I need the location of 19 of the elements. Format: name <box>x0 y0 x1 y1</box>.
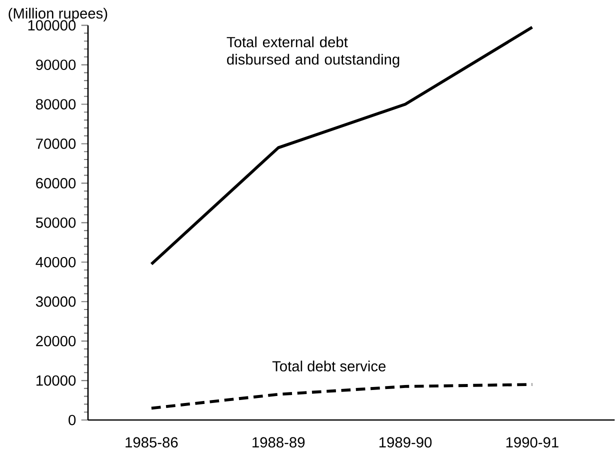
x-tick-label: 1989-90 <box>379 437 432 448</box>
y-tick-label: 10000 <box>36 375 76 386</box>
y-tick-label: 20000 <box>36 336 76 346</box>
x-tick-label: 1988-89 <box>252 437 305 448</box>
y-tick-label: 50000 <box>36 217 76 228</box>
y-tick-label: 100000 <box>28 20 76 31</box>
y-tick-label: 60000 <box>36 178 76 188</box>
x-tick-label: 1985-86 <box>126 437 178 448</box>
text: Total external debt disbursed and outstanding <box>226 36 400 68</box>
y-tick-label: 70000 <box>36 138 76 149</box>
y-tick-label: 40000 <box>36 256 76 268</box>
line-series <box>150 26 534 266</box>
y-tick-label: 0 <box>68 414 76 426</box>
x-tick-label: 1990-91 <box>506 437 558 448</box>
series-label: Total debt service <box>272 360 386 372</box>
y-tick-label: 80000 <box>36 99 76 110</box>
y-tick-label: 90000 <box>36 60 76 70</box>
y-tick-label: 30000 <box>36 296 76 307</box>
y-axis-title: (Million rupees) <box>8 8 108 22</box>
